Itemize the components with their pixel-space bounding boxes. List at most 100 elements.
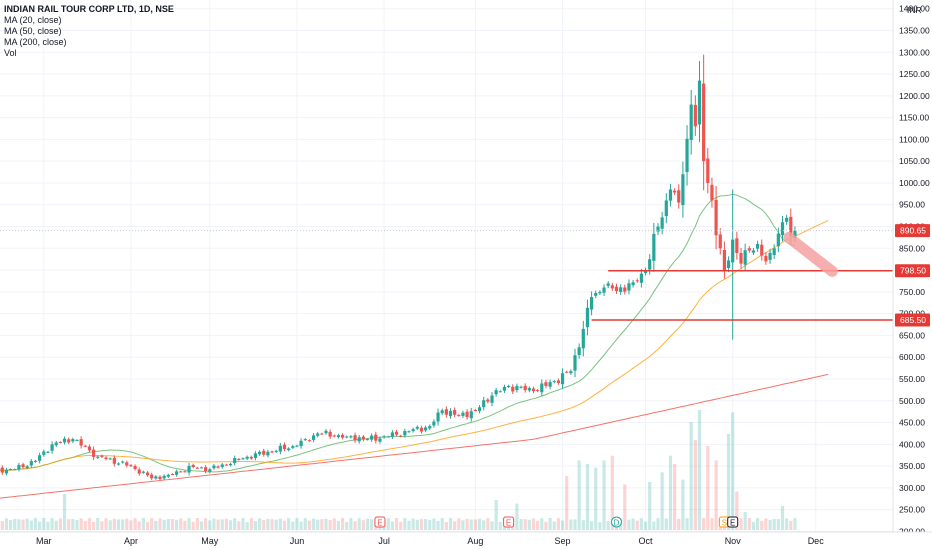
volume-bar	[623, 484, 627, 530]
candle	[9, 468, 13, 471]
candle-body	[706, 158, 710, 183]
candle-body	[341, 434, 345, 438]
volume-bar	[228, 520, 233, 530]
candle-body	[29, 461, 33, 466]
candle	[349, 435, 353, 439]
volume-bar	[673, 464, 677, 530]
candle-body	[635, 280, 639, 282]
volume-bar	[457, 518, 461, 530]
legend-vol[interactable]: Vol	[4, 48, 17, 58]
legend-ma200[interactable]: MA (200, close)	[4, 37, 67, 47]
candle-body	[287, 448, 291, 451]
volume-bar	[204, 518, 208, 530]
candle-body	[577, 347, 581, 355]
volume-bar	[523, 519, 527, 530]
candle-body	[702, 83, 706, 162]
candle-body	[345, 436, 349, 438]
volume-bar	[220, 519, 224, 530]
volume-bar	[461, 520, 465, 530]
candle-body	[560, 373, 565, 385]
event-badge	[374, 516, 386, 528]
candle	[606, 281, 610, 289]
volume-bar	[739, 518, 743, 530]
candle	[486, 397, 490, 404]
candle	[336, 433, 341, 439]
x-tick-label: Dec	[808, 536, 825, 546]
candle	[378, 436, 382, 444]
candle-body	[756, 243, 760, 249]
legend-ma50[interactable]: MA (50, close)	[4, 26, 62, 36]
candle-body	[668, 189, 673, 201]
volume-bar	[519, 518, 523, 530]
y-tick-label: 1250.00	[899, 69, 930, 79]
candle-body	[191, 464, 195, 467]
volume-bar	[598, 522, 602, 530]
candle	[237, 458, 241, 461]
candle-body	[42, 451, 46, 455]
candle	[502, 384, 507, 393]
candle	[233, 455, 237, 466]
volume-bar	[432, 518, 436, 530]
volume-bar	[278, 518, 282, 530]
x-tick-label: Nov	[725, 536, 742, 546]
candle-body	[386, 436, 390, 438]
legend-ma20[interactable]: MA (20, close)	[4, 15, 62, 25]
candle-body	[697, 80, 702, 125]
volume-bar	[121, 519, 125, 530]
candle	[316, 431, 320, 438]
candle	[540, 379, 544, 397]
candle	[282, 442, 287, 452]
candle-body	[349, 436, 353, 438]
candle-body	[519, 386, 523, 388]
candle-body	[407, 431, 411, 433]
candle	[519, 385, 523, 389]
volume-bar	[208, 520, 212, 530]
volume-bar	[21, 519, 25, 530]
y-tick-label: 300.00	[899, 483, 925, 493]
volume-bar	[341, 518, 345, 530]
event-letter: D	[614, 519, 620, 528]
candle	[714, 185, 718, 250]
candle	[154, 475, 158, 480]
y-tick-label: 1350.00	[899, 25, 930, 35]
candle	[54, 440, 58, 447]
candle-body	[394, 431, 399, 435]
candle	[631, 279, 635, 288]
candle	[428, 424, 432, 431]
legend-title: INDIAN RAIL TOUR CORP LTD, 1D, NSE	[4, 4, 174, 14]
candle	[461, 410, 465, 418]
candle-body	[639, 273, 643, 283]
y-tick-label: 600.00	[899, 352, 925, 362]
candle-body	[58, 442, 62, 444]
y-tick-label: 750.00	[899, 287, 925, 297]
candle	[531, 386, 536, 394]
volume-bar	[768, 519, 772, 530]
volume-bar	[154, 520, 158, 530]
ma50-line	[0, 219, 829, 472]
candle	[386, 435, 390, 438]
volume-bar	[785, 518, 789, 530]
candle	[751, 248, 756, 256]
candle	[399, 434, 403, 438]
volume-bar	[361, 520, 365, 530]
candle	[639, 268, 643, 288]
candle-body	[627, 283, 631, 291]
candle-body	[743, 250, 747, 265]
candle-body	[162, 475, 166, 479]
volume-bar	[453, 521, 457, 530]
volume-bar	[187, 518, 191, 530]
candle	[619, 284, 623, 295]
volume-bar	[789, 520, 793, 530]
volume-bar	[266, 518, 270, 530]
y-tick-label: 850.00	[899, 243, 925, 253]
volume-bar	[303, 518, 307, 530]
candle	[365, 438, 370, 441]
candle-body	[228, 463, 233, 466]
volume-bar	[13, 518, 17, 530]
volume-bar	[486, 518, 490, 530]
volume-bar	[751, 521, 756, 530]
volume-bar	[0, 521, 4, 530]
price-badge	[895, 224, 930, 238]
candle-body	[544, 382, 548, 386]
